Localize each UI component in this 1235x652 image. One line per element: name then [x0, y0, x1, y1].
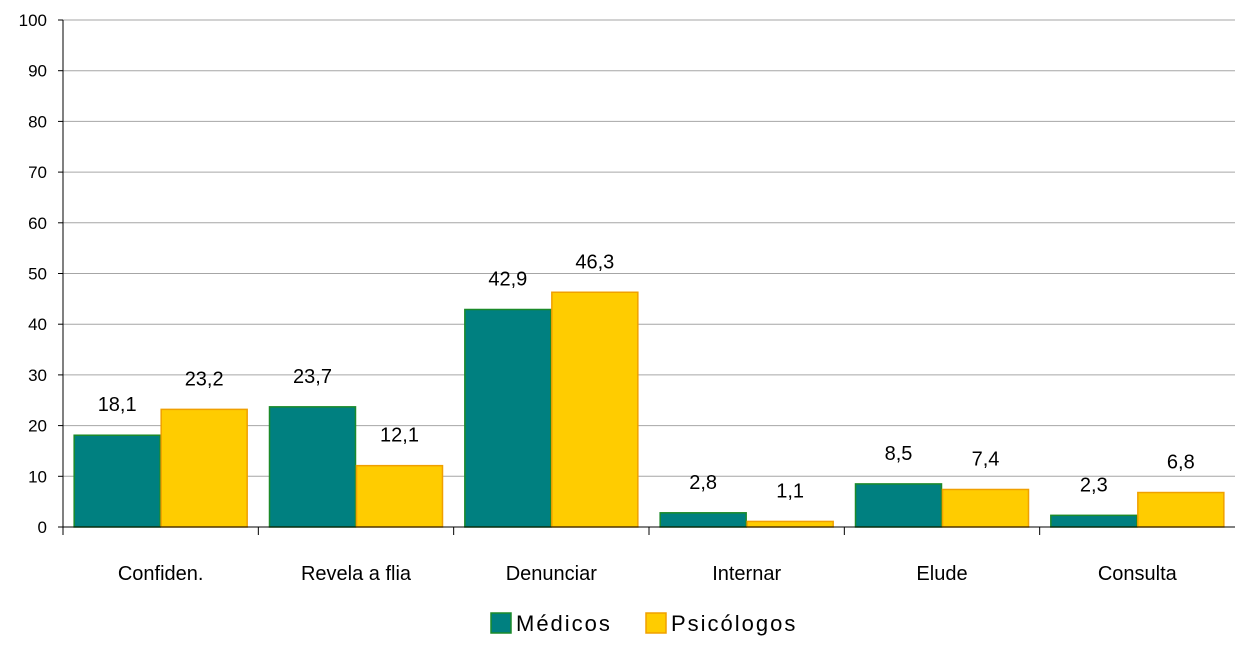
data-label: 42,9 — [488, 268, 527, 290]
y-axis-tick-label: 100 — [19, 11, 47, 30]
bar-medicos-2 — [464, 308, 552, 528]
bar-psicologos-5 — [1137, 491, 1225, 528]
gridlines — [63, 19, 1235, 477]
bar-psicologos-3 — [746, 520, 834, 528]
legend-label-psicologos: Psicólogos — [671, 611, 797, 636]
bar-psicologos-4 — [941, 488, 1030, 528]
data-label: 6,8 — [1167, 452, 1195, 474]
bars — [73, 291, 1225, 528]
x-axis-tick-label: Internar — [712, 563, 781, 585]
x-axis-tick-labels: Confiden. Revela a flia Denunciar Internar E… — [118, 563, 1178, 585]
y-axis-tick-label: 80 — [28, 112, 47, 131]
bar-medicos-5 — [1050, 514, 1138, 528]
y-axis-tick-label: 40 — [28, 315, 47, 334]
y-axis-tick-label: 60 — [28, 214, 47, 233]
y-axis-tick-label: 10 — [28, 467, 47, 486]
bar-medicos-4 — [854, 483, 943, 528]
data-label: 18,1 — [98, 394, 137, 416]
legend-swatch-medicos — [490, 612, 512, 634]
data-label: 2,3 — [1080, 474, 1108, 496]
legend-label-medicos: Médicos — [516, 611, 612, 636]
x-axis-tick-label: Elude — [916, 563, 967, 585]
x-axis-tick-label: Confiden. — [118, 563, 204, 585]
bar-psicologos-1 — [355, 464, 444, 528]
data-label: 12,1 — [380, 425, 419, 447]
y-axis-tick-label: 50 — [28, 265, 47, 284]
data-label: 7,4 — [972, 448, 1000, 470]
y-axis-tick-label: 70 — [28, 163, 47, 182]
legend: Médicos Psicólogos — [490, 611, 797, 636]
bar-psicologos-0 — [160, 408, 248, 528]
y-axis-tick-label: 30 — [28, 366, 47, 385]
x-axis-tick-label: Consulta — [1098, 563, 1178, 585]
data-label: 1,1 — [776, 480, 804, 502]
y-axis-tick-label: 90 — [28, 62, 47, 81]
y-axis-tick-label: 0 — [38, 518, 47, 537]
y-axis-tick-labels: 0 10 20 30 40 50 60 70 80 90 100 — [19, 11, 47, 537]
bar-psicologos-2 — [551, 291, 639, 528]
data-label: 8,5 — [885, 443, 913, 465]
x-axis-tick-label: Revela a flia — [301, 563, 412, 585]
bar-medicos-3 — [659, 512, 747, 528]
data-label: 46,3 — [575, 251, 614, 273]
legend-swatch-psicologos — [645, 612, 667, 634]
bar-medicos-0 — [73, 434, 161, 528]
data-labels: 18,1 23,2 23,7 12,1 42,9 46,3 2,8 1,1 8,5 7,4 2,3 6… — [98, 251, 1195, 502]
data-label: 2,8 — [689, 472, 717, 494]
data-label: 23,7 — [293, 366, 332, 388]
x-axis-tick-label: Denunciar — [506, 563, 598, 585]
bar-medicos-1 — [268, 406, 357, 528]
data-label: 23,2 — [185, 368, 224, 390]
axes — [58, 19, 1235, 535]
y-axis-tick-label: 20 — [28, 417, 47, 436]
